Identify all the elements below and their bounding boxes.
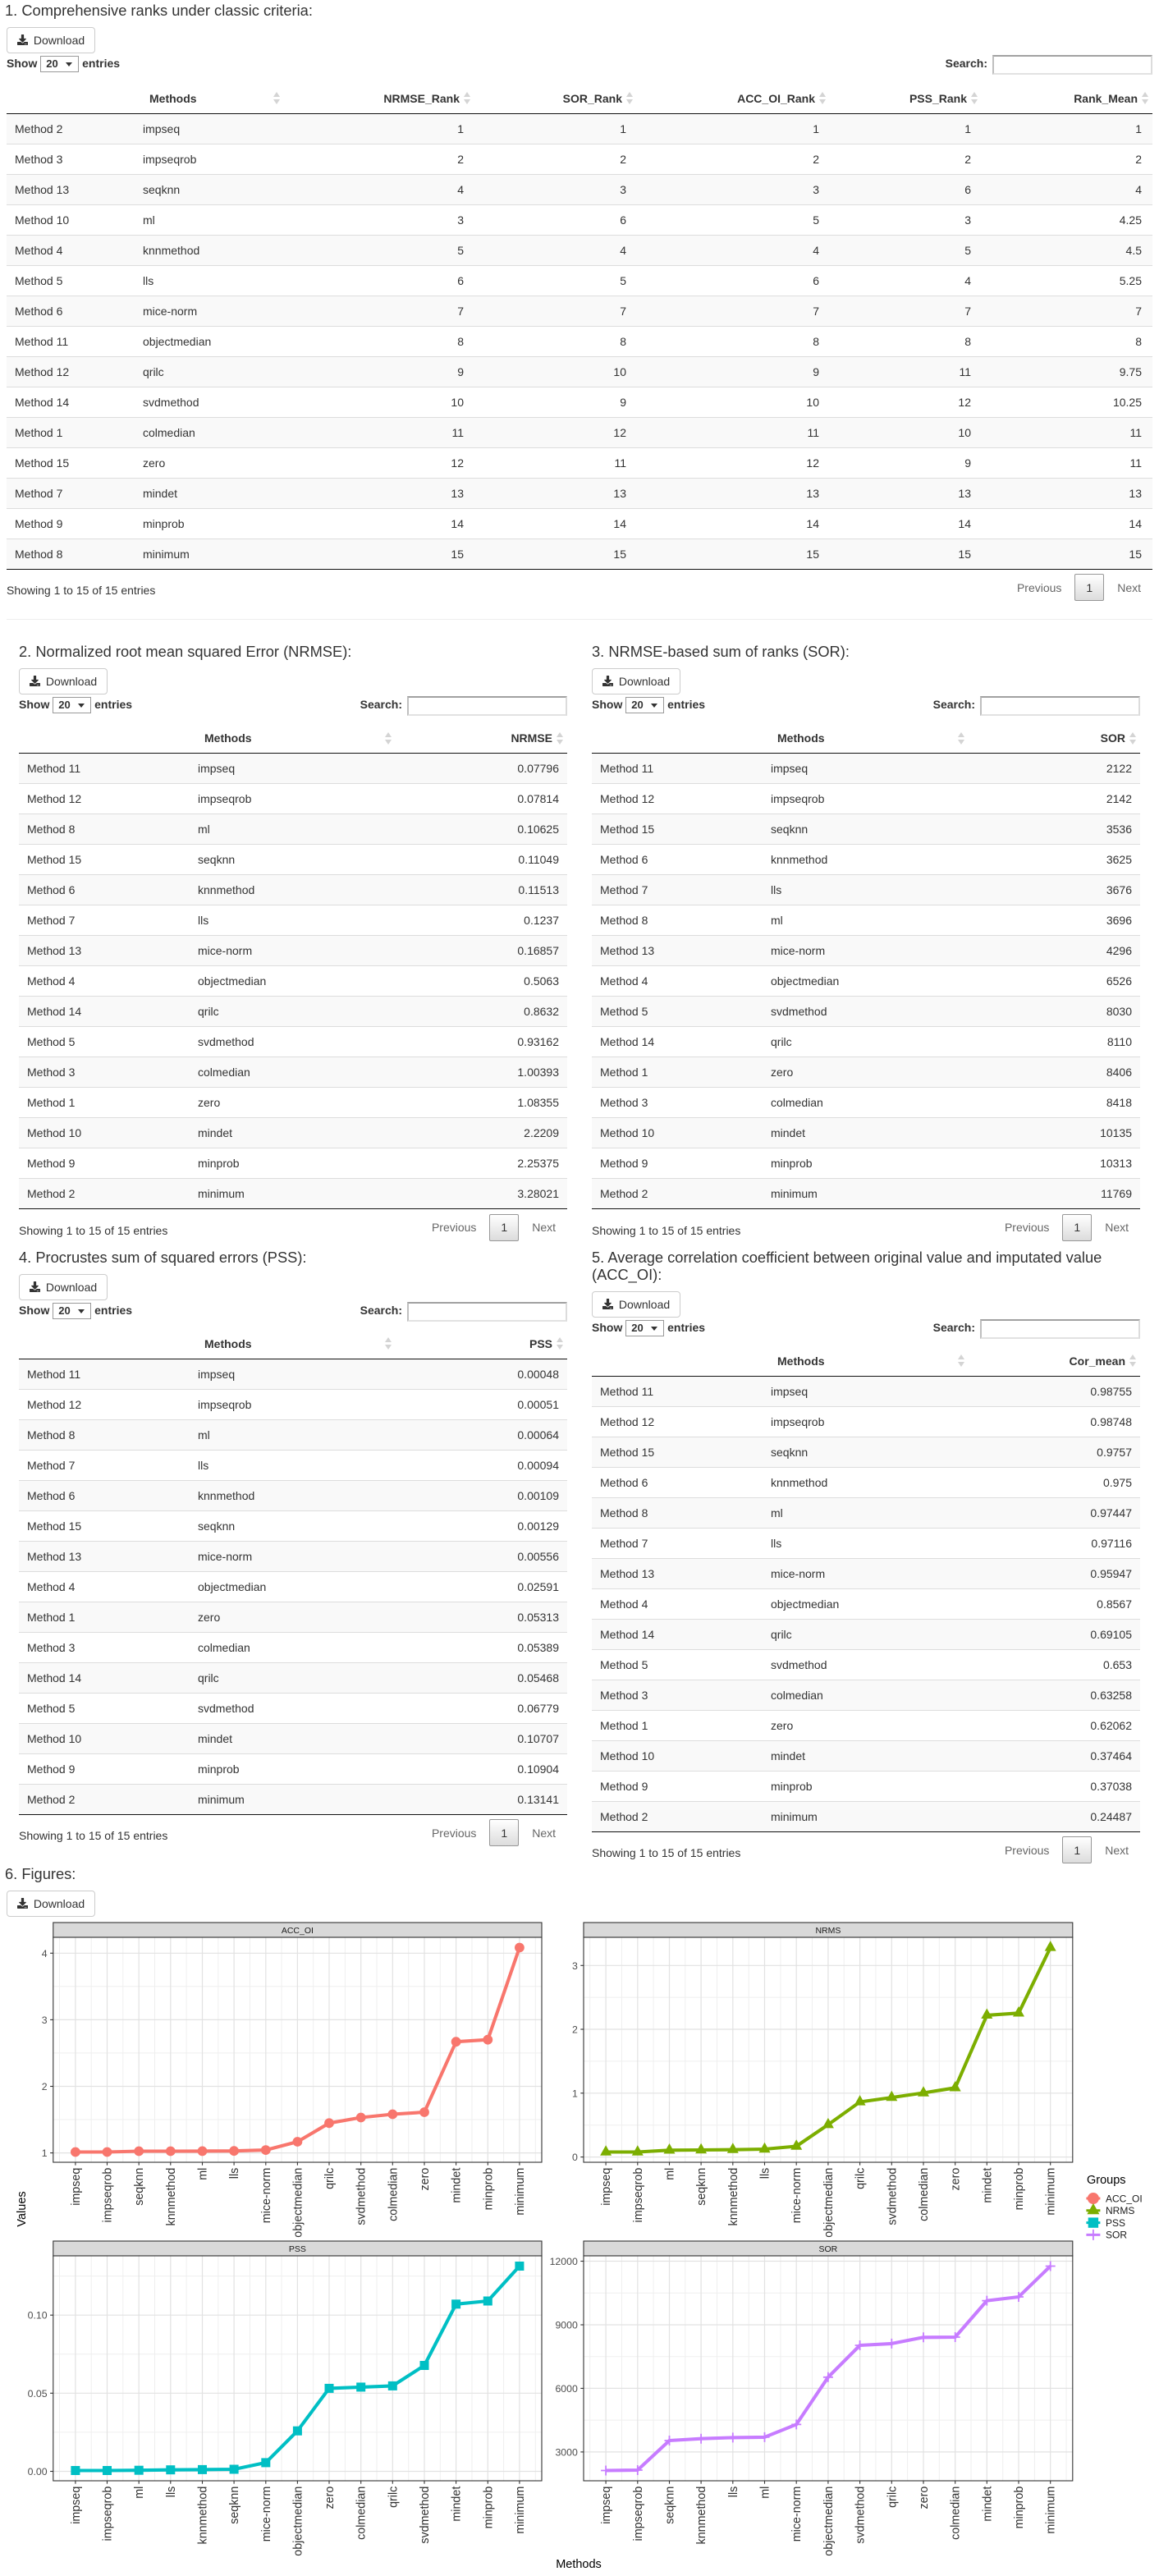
svg-text:2: 2	[572, 2024, 578, 2036]
svg-text:lls: lls	[727, 2487, 740, 2498]
svg-text:minprob: minprob	[1013, 2487, 1026, 2529]
svg-text:ACC_OI: ACC_OI	[1106, 2193, 1143, 2204]
svg-text:0: 0	[572, 2152, 578, 2163]
svg-text:impseq: impseq	[600, 2168, 613, 2206]
svg-text:svdmethod: svdmethod	[419, 2487, 432, 2544]
svg-text:colmedian: colmedian	[355, 2487, 369, 2540]
svg-text:ACC_OI: ACC_OI	[282, 1926, 314, 1936]
svg-text:svdmethod: svdmethod	[854, 2487, 868, 2544]
svg-text:ml: ml	[133, 2487, 146, 2499]
svg-text:6000: 6000	[555, 2383, 578, 2395]
svg-text:knnmethod: knnmethod	[165, 2168, 178, 2226]
svg-text:minimum: minimum	[1045, 2487, 1058, 2534]
svg-text:1: 1	[572, 2088, 578, 2099]
svg-text:zero: zero	[419, 2168, 432, 2191]
svg-text:seqknn: seqknn	[228, 2487, 241, 2524]
svg-text:0.00: 0.00	[28, 2466, 48, 2477]
svg-text:knnmethod: knnmethod	[197, 2487, 210, 2545]
svg-text:Values: Values	[16, 2191, 29, 2226]
svg-text:3: 3	[572, 1960, 578, 1972]
svg-text:qrilc: qrilc	[323, 2168, 337, 2189]
svg-text:objectmedian: objectmedian	[291, 2487, 305, 2556]
svg-text:minprob: minprob	[482, 2168, 495, 2211]
svg-text:mindet: mindet	[451, 2487, 464, 2522]
svg-text:colmedian: colmedian	[918, 2168, 931, 2221]
svg-text:PSS: PSS	[289, 2244, 306, 2254]
svg-text:seqknn: seqknn	[664, 2487, 677, 2524]
svg-text:ml: ml	[664, 2168, 677, 2180]
svg-text:3000: 3000	[555, 2446, 578, 2458]
svg-text:impseq: impseq	[600, 2487, 613, 2524]
svg-text:knnmethod: knnmethod	[695, 2487, 708, 2545]
svg-text:lls: lls	[759, 2168, 772, 2180]
svg-text:objectmedian: objectmedian	[822, 2168, 836, 2238]
svg-text:objectmedian: objectmedian	[291, 2168, 305, 2238]
svg-text:Groups: Groups	[1087, 2174, 1126, 2187]
svg-text:mindet: mindet	[451, 2168, 464, 2203]
svg-text:SOR: SOR	[1106, 2230, 1127, 2241]
svg-text:colmedian: colmedian	[950, 2487, 963, 2540]
svg-text:lls: lls	[228, 2168, 241, 2180]
svg-text:qrilc: qrilc	[854, 2168, 868, 2189]
svg-text:impseqrob: impseqrob	[102, 2487, 115, 2542]
svg-text:2: 2	[42, 2081, 48, 2092]
svg-text:minprob: minprob	[482, 2487, 495, 2529]
svg-text:impseqrob: impseqrob	[632, 2168, 645, 2223]
svg-text:zero: zero	[950, 2168, 963, 2191]
svg-text:zero: zero	[323, 2487, 337, 2510]
svg-text:objectmedian: objectmedian	[822, 2487, 836, 2556]
svg-text:seqknn: seqknn	[695, 2168, 708, 2206]
svg-text:12000: 12000	[550, 2256, 578, 2267]
svg-text:SOR: SOR	[819, 2244, 838, 2254]
svg-text:4: 4	[42, 1948, 48, 1960]
svg-text:0.10: 0.10	[28, 2310, 48, 2322]
svg-text:lls: lls	[165, 2487, 178, 2498]
svg-text:seqknn: seqknn	[133, 2168, 146, 2206]
svg-text:colmedian: colmedian	[387, 2168, 400, 2221]
svg-text:mice-norm: mice-norm	[790, 2168, 804, 2224]
svg-text:minimum: minimum	[514, 2168, 527, 2216]
svg-text:minprob: minprob	[1013, 2168, 1026, 2211]
svg-text:3: 3	[42, 2015, 48, 2026]
svg-text:Methods: Methods	[556, 2558, 602, 2571]
svg-text:NRMS: NRMS	[815, 1926, 841, 1936]
svg-text:impseqrob: impseqrob	[632, 2487, 645, 2542]
svg-text:mindet: mindet	[981, 2168, 994, 2203]
svg-text:1: 1	[42, 2147, 48, 2159]
svg-text:mice-norm: mice-norm	[260, 2487, 273, 2542]
svg-text:PSS: PSS	[1106, 2217, 1125, 2229]
svg-text:impseqrob: impseqrob	[102, 2168, 115, 2223]
svg-text:mice-norm: mice-norm	[790, 2487, 804, 2542]
svg-text:qrilc: qrilc	[387, 2487, 400, 2508]
svg-text:knnmethod: knnmethod	[727, 2168, 740, 2226]
svg-text:NRMS: NRMS	[1106, 2205, 1134, 2216]
svg-text:zero: zero	[918, 2487, 931, 2510]
svg-text:impseq: impseq	[70, 2168, 83, 2206]
svg-text:svdmethod: svdmethod	[355, 2168, 369, 2225]
svg-text:svdmethod: svdmethod	[886, 2168, 899, 2225]
svg-text:minimum: minimum	[514, 2487, 527, 2534]
svg-text:minimum: minimum	[1045, 2168, 1058, 2216]
svg-text:mice-norm: mice-norm	[260, 2168, 273, 2224]
svg-text:ml: ml	[197, 2168, 210, 2180]
svg-text:0.05: 0.05	[28, 2388, 48, 2400]
svg-text:impseq: impseq	[70, 2487, 83, 2524]
svg-text:ml: ml	[759, 2487, 772, 2499]
svg-text:qrilc: qrilc	[886, 2487, 899, 2508]
svg-text:9000: 9000	[555, 2320, 578, 2331]
svg-text:mindet: mindet	[981, 2487, 994, 2522]
